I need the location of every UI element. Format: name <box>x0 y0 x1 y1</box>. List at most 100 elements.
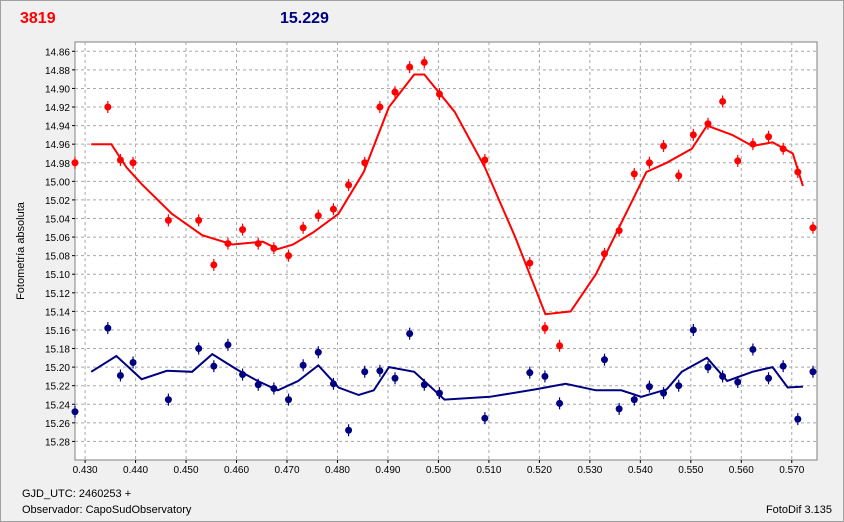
blue-data-point <box>376 364 384 377</box>
red-data-point <box>809 221 817 234</box>
point-marker <box>779 145 787 153</box>
blue-data-point <box>526 366 534 379</box>
y-tick-label: 14.98 <box>45 159 70 170</box>
point-marker <box>116 156 124 164</box>
point-marker <box>749 140 757 148</box>
point-marker <box>314 348 322 356</box>
red-data-point <box>129 156 137 169</box>
y-tick-label: 15.22 <box>45 382 70 393</box>
point-marker <box>314 212 322 220</box>
red-data-point <box>329 203 337 216</box>
y-tick-label: 15.04 <box>45 214 70 225</box>
blue-data-point <box>630 393 638 406</box>
y-tick-label: 14.86 <box>45 47 70 58</box>
x-tick-label: 0.540 <box>628 465 653 476</box>
point-marker <box>420 58 428 66</box>
point-marker <box>104 103 112 111</box>
point-marker <box>794 415 802 423</box>
blue-data-point <box>734 375 742 388</box>
blue-data-point <box>809 365 817 378</box>
blue-data-point <box>556 397 564 410</box>
point-marker <box>765 133 773 141</box>
y-tick-label: 15.16 <box>45 326 70 337</box>
data-points <box>71 56 817 437</box>
software-version-label: FotoDif 3.135 <box>765 504 832 516</box>
red-data-point <box>345 179 353 192</box>
point-marker <box>391 88 399 96</box>
point-marker <box>329 380 337 388</box>
red-data-point <box>556 339 564 352</box>
point-marker <box>129 159 137 167</box>
blue-data-point <box>71 405 79 418</box>
red-data-point <box>71 156 79 169</box>
y-axis-label: Fotometría absoluta <box>15 201 27 300</box>
point-marker <box>116 371 124 379</box>
point-marker <box>630 396 638 404</box>
point-marker <box>285 252 293 260</box>
x-tick-label: 0.520 <box>527 465 552 476</box>
red-data-point <box>645 156 653 169</box>
point-marker <box>254 240 262 248</box>
star-id-label: 3819 <box>20 10 56 27</box>
x-tick-label: 0.450 <box>174 465 199 476</box>
blue-data-point <box>285 393 293 406</box>
blue-fit-line <box>90 352 803 401</box>
point-marker <box>794 168 802 176</box>
blue-data-point <box>541 370 549 383</box>
point-marker <box>195 345 203 353</box>
x-tick-label: 0.510 <box>476 465 501 476</box>
point-marker <box>615 405 623 413</box>
blue-data-point <box>406 327 414 340</box>
red-data-point <box>794 166 802 179</box>
red-data-point <box>675 169 683 182</box>
point-marker <box>254 381 262 389</box>
blue-data-point <box>195 342 203 355</box>
point-marker <box>526 369 534 377</box>
blue-data-point <box>645 380 653 393</box>
y-tick-label: 15.12 <box>45 289 70 300</box>
red-data-point <box>299 221 307 234</box>
red-data-point <box>361 156 369 169</box>
blue-data-point <box>675 379 683 392</box>
x-tick-label: 0.490 <box>375 465 400 476</box>
red-data-point <box>765 130 773 143</box>
y-tick-label: 15.24 <box>45 400 70 411</box>
point-marker <box>809 368 817 376</box>
blue-data-point <box>794 413 802 426</box>
y-axis-ticks: 14.86 14.88 14.90 14.92 14.94 14.96 14.98 15.00… <box>45 47 75 448</box>
x-tick-label: 0.430 <box>73 465 98 476</box>
point-marker <box>329 205 337 213</box>
point-marker <box>645 383 653 391</box>
red-data-point <box>420 56 428 69</box>
blue-data-point <box>345 424 353 437</box>
x-tick-label: 0.470 <box>274 465 299 476</box>
y-tick-label: 15.18 <box>45 345 70 356</box>
plot-area <box>74 41 818 461</box>
blue-data-point <box>420 378 428 391</box>
x-tick-label: 0.570 <box>779 465 804 476</box>
point-marker <box>615 227 623 235</box>
y-tick-label: 14.94 <box>45 122 70 133</box>
x-tick-label: 0.560 <box>729 465 754 476</box>
point-marker <box>809 224 817 232</box>
red-data-point <box>270 242 278 255</box>
point-marker <box>285 396 293 404</box>
red-data-point <box>435 88 443 101</box>
blue-data-point <box>704 361 712 374</box>
y-tick-label: 15.14 <box>45 307 70 318</box>
y-tick-label: 15.20 <box>45 363 70 374</box>
point-marker <box>481 156 489 164</box>
red-data-point <box>689 128 697 141</box>
blue-data-point <box>164 393 172 406</box>
point-marker <box>210 362 218 370</box>
point-marker <box>435 389 443 397</box>
blue-data-point <box>329 377 337 390</box>
point-marker <box>299 224 307 232</box>
blue-data-point <box>129 356 137 369</box>
x-axis-ticks: 0.430 0.440 0.450 0.460 0.470 0.480 0.490 0.500… <box>73 460 805 476</box>
blue-data-point <box>361 365 369 378</box>
point-marker <box>420 381 428 389</box>
blue-data-point <box>660 387 668 400</box>
y-tick-label: 15.06 <box>45 233 70 244</box>
